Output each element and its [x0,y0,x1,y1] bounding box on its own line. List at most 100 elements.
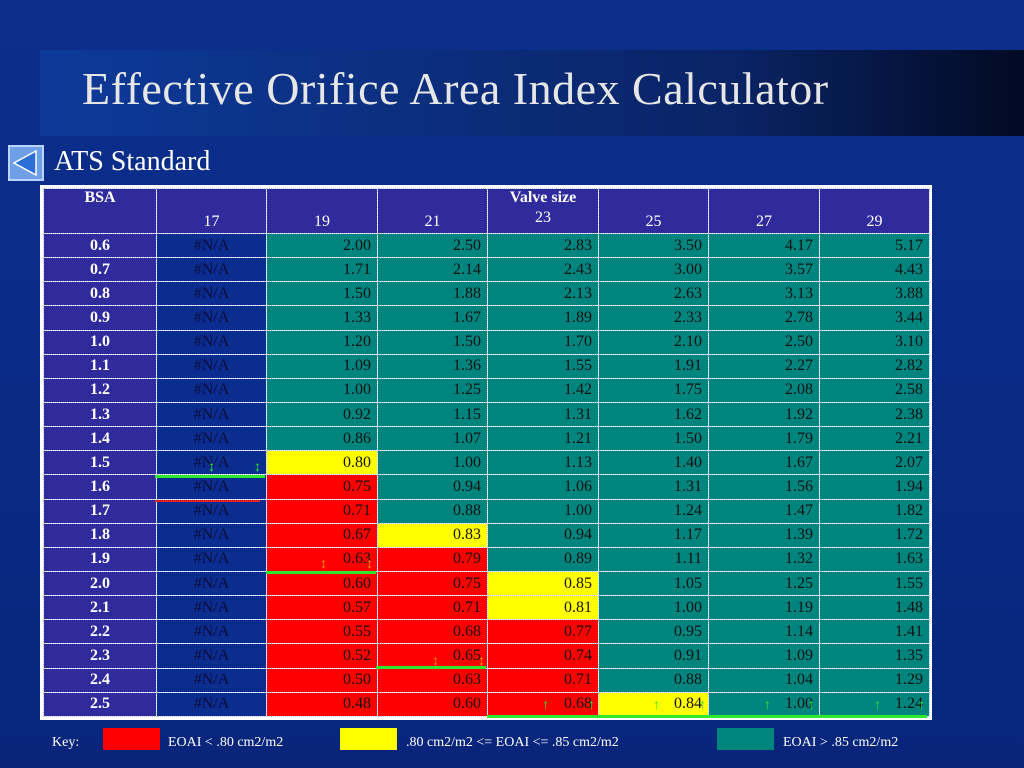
eoai-cell: #N/A [156,595,267,621]
eoai-cell: 2.43 [487,257,599,283]
arrow-icon: ↑ [588,698,595,713]
eoai-cell: 2.63 [598,281,709,307]
valve-size-header: Valve size [509,189,577,207]
eoai-cell: #N/A [156,377,267,403]
arrow-icon: ↑ [764,698,771,713]
eoai-cell: 1.05 [598,570,709,597]
eoai-cell: 0.86 [266,426,378,452]
eoai-cell: 0.48 [266,691,378,718]
eoai-cell: #N/A [156,329,267,355]
eoai-cell: 0.68 [487,691,599,718]
arrow-icon: ↕ [478,654,485,669]
eoai-cell: #N/A [156,546,267,572]
eoai-cell: 1.04 [708,667,820,693]
eoai-cell: #N/A [156,474,267,500]
threshold-marker [266,571,376,574]
key-label: Key: [52,735,80,750]
eoai-table: BSA 17 19 21 Valve size 23 25 27 29 0.6 #N… [43,188,930,718]
eoai-cell: 1.48 [819,595,930,621]
table-row: 1.9 #N/A 0.63 0.79 0.89 1.11 1.32 1.63 [43,546,930,572]
eoai-cell: #N/A [156,281,267,307]
eoai-cell: 0.60 [266,570,378,597]
bsa-value: 0.7 [43,257,157,283]
eoai-cell: 1.67 [708,450,820,476]
bsa-header: BSA [43,188,157,234]
eoai-cell: 0.71 [487,667,599,693]
eoai-cell: 1.24 [598,498,709,524]
eoai-cell: 2.38 [819,401,930,428]
eoai-cell: 0.88 [377,498,488,524]
eoai-cell: 1.20 [266,329,378,355]
arrow-icon: ↑ [653,698,660,713]
eoai-cell: 1.13 [487,450,599,476]
eoai-cell: #N/A [156,643,267,669]
eoai-cell: 1.40 [598,450,709,476]
eoai-cell: 1.39 [708,522,820,548]
eoai-cell: 1.31 [598,474,709,500]
eoai-cell: 0.85 [487,570,599,597]
bsa-value: 0.8 [43,281,157,307]
eoai-cell: #N/A [156,232,267,259]
eoai-cell: 1.09 [266,353,378,379]
eoai-cell: 1.24 [819,691,930,718]
bsa-value: 1.3 [43,401,157,428]
eoai-cell: #N/A [156,257,267,283]
subtitle: ATS Standard [54,146,211,177]
eoai-cell: 1.92 [708,401,820,428]
eoai-cell: 1.11 [598,546,709,572]
eoai-cell: 2.58 [819,377,930,403]
title-bar [40,50,1024,136]
eoai-cell: 1.00 [377,450,488,476]
eoai-cell: #N/A [156,353,267,379]
size-header-25: 25 [598,188,709,234]
table-row: 0.8 #N/A 1.50 1.88 2.13 2.63 3.13 3.88 [43,281,930,307]
eoai-cell: 1.00 [487,498,599,524]
eoai-cell: 1.56 [708,474,820,500]
eoai-cell: 0.94 [487,522,599,548]
back-button[interactable] [8,145,44,181]
eoai-cell: 1.15 [377,401,488,428]
table-row: 1.1 #N/A 1.09 1.36 1.55 1.91 2.27 2.82 [43,353,930,379]
bsa-value: 1.1 [43,353,157,379]
eoai-cell: 2.82 [819,353,930,379]
eoai-table-container: BSA 17 19 21 Valve size 23 25 27 29 0.6 #N… [40,185,932,720]
bsa-value: 2.0 [43,570,157,597]
bsa-value: 1.6 [43,474,157,500]
eoai-cell: 0.52 [266,643,378,669]
eoai-cell: 1.07 [377,426,488,452]
eoai-cell: 1.47 [708,498,820,524]
bsa-value: 2.2 [43,619,157,645]
eoai-cell: 3.88 [819,281,930,307]
key-yellow-label: .80 cm2/m2 <= EOAI <= .85 cm2/m2 [406,735,619,750]
bsa-value: 0.6 [43,232,157,259]
eoai-cell: 3.00 [598,257,709,283]
page-title: Effective Orifice Area Index Calculator [82,63,829,114]
eoai-cell: #N/A [156,498,267,524]
eoai-cell: 0.84 [598,691,709,718]
table-row: 2.2 #N/A 0.55 0.68 0.77 0.95 1.14 1.41 [43,619,930,645]
threshold-marker [487,715,927,718]
eoai-cell: 1.00 [708,691,820,718]
eoai-cell: 0.71 [266,498,378,524]
eoai-cell: 0.80 [266,450,378,476]
eoai-cell: 4.43 [819,257,930,283]
eoai-cell: 0.71 [377,595,488,621]
size-header-21: 21 [377,188,488,234]
eoai-cell: 1.42 [487,377,599,403]
eoai-cell: 2.10 [598,329,709,355]
eoai-cell: 2.50 [708,329,820,355]
eoai-cell: 1.09 [708,643,820,669]
size-header-17: 17 [156,188,267,234]
key-swatch-teal [717,728,774,750]
eoai-cell: 0.75 [266,474,378,500]
bsa-value: 1.4 [43,426,157,452]
eoai-cell: 1.91 [598,353,709,379]
eoai-cell: 2.00 [266,232,378,259]
eoai-cell: 3.10 [819,329,930,355]
bsa-value: 1.5 [43,450,157,476]
eoai-cell: 1.62 [598,401,709,428]
table-header-row: BSA 17 19 21 Valve size 23 25 27 29 [43,188,930,234]
table-row: 1.3 #N/A 0.92 1.15 1.31 1.62 1.92 2.38 [43,401,930,428]
table-row: 2.1 #N/A 0.57 0.71 0.81 1.00 1.19 1.48 [43,595,930,621]
bsa-value: 1.9 [43,546,157,572]
